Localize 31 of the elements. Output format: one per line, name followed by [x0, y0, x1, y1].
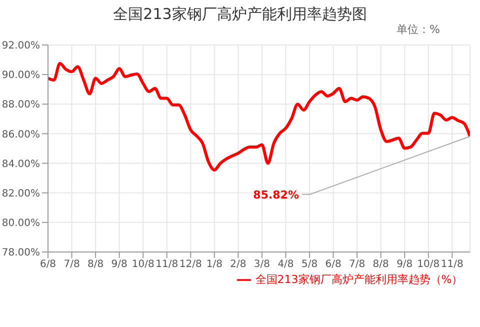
y-tick-label: 88.00%	[2, 100, 40, 111]
x-tick-label: 7/8	[349, 259, 366, 270]
y-tick-label: 86.00%	[2, 129, 40, 140]
x-tick-label: 10/8	[132, 259, 154, 270]
x-tick-label: 9/8	[396, 259, 413, 270]
y-tick-label: 90.00%	[2, 70, 40, 82]
x-tick-label: 11/8	[440, 259, 464, 270]
y-tick-label: 82.00%	[2, 188, 40, 200]
x-tick-label: 3/8	[254, 259, 270, 270]
x-tick-label: 10/8	[417, 259, 440, 270]
legend-label: 全国213家钢厂高炉产能利用率趋势（%）	[255, 273, 463, 286]
x-tick-label: 1/8	[206, 259, 222, 270]
x-tick-label: 8/8	[88, 259, 104, 270]
chart-title: 全国213家钢厂高炉产能利用率趋势图	[112, 5, 368, 24]
annotation: 85.82%	[253, 188, 299, 202]
x-tick-label: 11/8	[156, 259, 178, 270]
x-tick-label: 6/8	[325, 259, 342, 270]
x-tick-label: 12/8	[179, 259, 202, 270]
y-tick-label: 92.00%	[2, 40, 40, 52]
text: 单位：%	[396, 22, 440, 37]
x-tick-label: 6/8	[40, 259, 56, 270]
y-tick-label: 80.00%	[2, 218, 40, 229]
line-series	[48, 62, 470, 172]
x-tick-label: 8/8	[372, 259, 389, 270]
y-tick-label: 84.00%	[2, 158, 40, 170]
y-tick-label: 78.00%	[2, 248, 40, 259]
x-tick-label: 4/8	[278, 259, 294, 270]
x-tick-label: 5/8	[301, 259, 318, 270]
x-tick-label: 9/8	[111, 259, 128, 270]
x-tick-label: 2/8	[230, 259, 246, 270]
x-tick-label: 7/8	[64, 259, 80, 270]
